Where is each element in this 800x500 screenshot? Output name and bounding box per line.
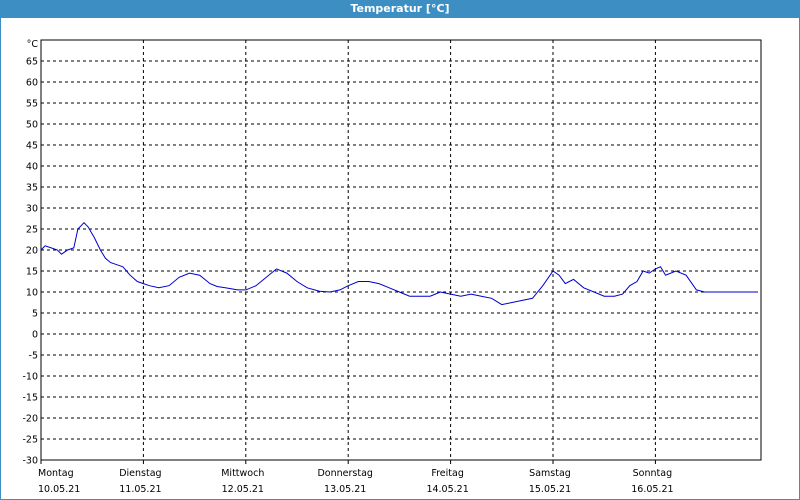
- y-tick-label: 15: [26, 267, 38, 278]
- y-tick-label: 65: [26, 57, 38, 68]
- x-axis: Montag 10.05.21 Dienstag 11.05.21 Mittwoch 12…: [38, 460, 674, 495]
- y-tick-label: 25: [26, 225, 38, 236]
- series-group: [40, 221, 758, 306]
- y-tick-label: 45: [26, 141, 38, 152]
- x-tick-date-label: 14.05.21: [426, 484, 468, 495]
- chart-title: Temperatur [°C]: [0, 0, 800, 18]
- y-tick-label: 50: [26, 120, 38, 131]
- x-tick-day-label: Donnerstag: [317, 468, 372, 479]
- x-tick-day-label: Montag: [38, 468, 74, 479]
- grid-lines: [41, 40, 761, 460]
- x-tick-date-label: 15.05.21: [529, 484, 571, 495]
- y-axis: -30 -25 -20 -15 -10 -5 0 5 10 15 20 25 30 35 40 45 50 55 6…: [22, 39, 38, 467]
- y-tick-label: 10: [26, 288, 38, 299]
- y-tick-label: -30: [22, 456, 38, 467]
- x-tick-date-label: 13.05.21: [324, 484, 366, 495]
- y-tick-label: 60: [26, 78, 38, 89]
- y-axis-unit-label: °C: [27, 39, 39, 50]
- x-tick-date-label: 10.05.21: [38, 484, 80, 495]
- y-tick-label: 35: [26, 183, 38, 194]
- x-tick-day-label: Dienstag: [119, 468, 161, 479]
- x-tick-day-label: Mittwoch: [221, 468, 264, 479]
- x-tick-date-label: 16.05.21: [631, 484, 673, 495]
- y-tick-label: 55: [26, 99, 38, 110]
- x-tick-day-label: Freitag: [431, 468, 464, 479]
- x-tick-date-label: 12.05.21: [222, 484, 264, 495]
- y-tick-label: -20: [22, 414, 38, 425]
- y-tick-label: 0: [32, 330, 38, 341]
- y-tick-label: -5: [29, 351, 38, 362]
- x-tick-date-label: 11.05.21: [119, 484, 161, 495]
- temperature-series-line: [40, 221, 758, 306]
- y-tick-label: -10: [22, 372, 38, 383]
- y-tick-label: 30: [26, 204, 38, 215]
- y-tick-label: -15: [22, 393, 38, 404]
- x-tick-day-label: Samstag: [529, 468, 571, 479]
- y-tick-label: -25: [22, 435, 38, 446]
- x-tick-day-label: Sonntag: [633, 468, 672, 479]
- y-tick-label: 20: [26, 246, 38, 257]
- y-tick-label: 5: [32, 309, 38, 320]
- y-tick-label: 40: [26, 162, 38, 173]
